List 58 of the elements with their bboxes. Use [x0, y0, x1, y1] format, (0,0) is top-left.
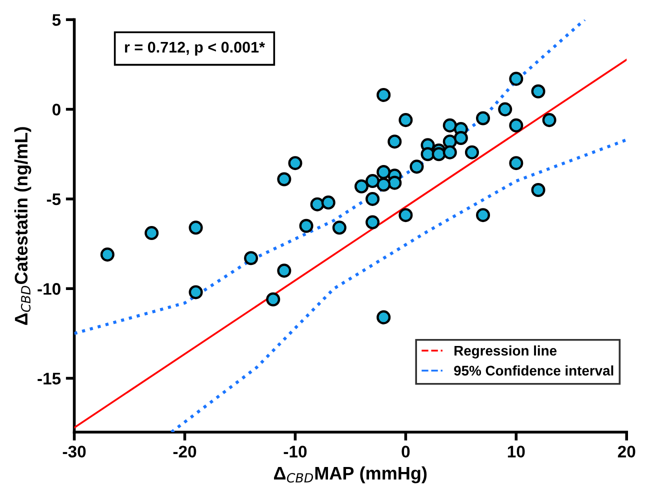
y-tick-label: -15 [38, 372, 61, 384]
legend-label: 95% Confidence interval [454, 365, 614, 376]
point [388, 176, 402, 190]
point [144, 226, 159, 240]
y-axis-title: Δ$_{CBD}$Catestatin (ng/mL) [14, 127, 32, 325]
point [244, 251, 258, 266]
point [188, 285, 203, 300]
point [277, 172, 292, 186]
point [542, 113, 556, 128]
point [531, 84, 546, 98]
x-tick-label: -30 [62, 446, 86, 458]
point [410, 160, 424, 174]
point [354, 179, 369, 194]
x-tick-label: 20 [618, 446, 636, 458]
point [509, 72, 524, 86]
point [277, 264, 292, 278]
point [531, 182, 546, 198]
y-tick-label: 0 [52, 104, 60, 116]
point [498, 102, 512, 116]
point [366, 215, 380, 230]
x-axis-title: Δ$_{CBD}$MAP (mmHg) [274, 466, 427, 484]
legend-label: Regression line [454, 345, 557, 358]
y-tick-label: -5 [46, 194, 61, 206]
point [366, 192, 380, 206]
point [376, 88, 391, 102]
point [321, 196, 336, 210]
point [476, 111, 490, 126]
point [376, 165, 391, 180]
point [509, 118, 524, 132]
point [442, 145, 457, 160]
point [398, 208, 413, 222]
line-series [170, 138, 627, 432]
x-tick-label: 10 [508, 446, 525, 458]
point [454, 130, 468, 146]
point [376, 178, 391, 192]
point [509, 156, 524, 170]
line-series [74, 20, 586, 335]
point [299, 218, 314, 233]
point [398, 113, 413, 128]
point [188, 220, 203, 235]
point [266, 292, 280, 306]
point [476, 208, 490, 222]
point [332, 220, 346, 235]
point [100, 248, 114, 262]
annotation: r = 0.712, p < 0.001* [125, 42, 265, 56]
point [464, 145, 479, 160]
point [442, 118, 457, 132]
point [376, 310, 391, 324]
point [388, 134, 402, 149]
point [432, 147, 446, 162]
y-tick-label: 5 [52, 14, 61, 26]
x-tick-label: -10 [284, 446, 307, 458]
x-tick-label: 0 [402, 446, 410, 458]
point [366, 174, 380, 188]
point [288, 156, 302, 170]
y-tick-label: -10 [38, 283, 60, 295]
point [310, 197, 324, 212]
x-tick-label: -20 [173, 446, 196, 458]
